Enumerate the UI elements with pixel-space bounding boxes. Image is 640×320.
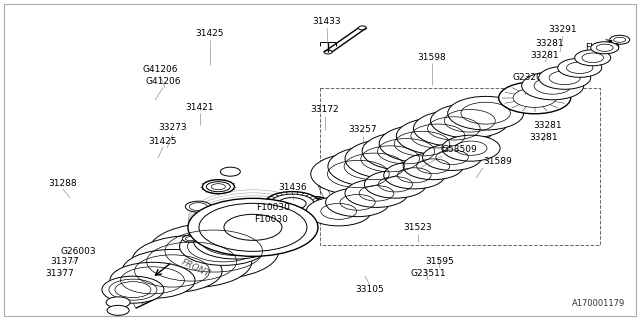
- Text: G41206: G41206: [142, 66, 178, 75]
- Text: 31425: 31425: [196, 29, 224, 38]
- Text: G41206: G41206: [145, 77, 180, 86]
- Text: 31595: 31595: [426, 258, 454, 267]
- Ellipse shape: [422, 144, 482, 171]
- Ellipse shape: [557, 58, 602, 77]
- Ellipse shape: [122, 250, 222, 292]
- Text: 33281: 33281: [531, 52, 559, 60]
- Ellipse shape: [204, 224, 223, 233]
- Ellipse shape: [362, 132, 450, 171]
- Text: 31288: 31288: [49, 179, 77, 188]
- Ellipse shape: [220, 167, 241, 176]
- Ellipse shape: [575, 50, 611, 66]
- Text: 31377: 31377: [51, 258, 79, 267]
- Text: 33281: 33281: [536, 39, 564, 49]
- Ellipse shape: [345, 179, 408, 207]
- Text: 33172: 33172: [310, 106, 339, 115]
- Ellipse shape: [132, 236, 252, 288]
- Ellipse shape: [311, 153, 406, 195]
- Ellipse shape: [180, 228, 268, 265]
- Ellipse shape: [396, 118, 479, 154]
- Text: G23511: G23511: [410, 269, 446, 278]
- Text: 33257: 33257: [349, 125, 378, 134]
- Text: FRONT: FRONT: [180, 257, 212, 279]
- Ellipse shape: [202, 180, 234, 194]
- Text: 31436: 31436: [278, 183, 307, 193]
- Text: 31523: 31523: [404, 223, 432, 233]
- Ellipse shape: [442, 135, 500, 161]
- Ellipse shape: [272, 207, 308, 223]
- Ellipse shape: [413, 110, 494, 146]
- Ellipse shape: [102, 276, 164, 303]
- Text: 33273: 33273: [159, 124, 188, 132]
- Ellipse shape: [148, 223, 279, 279]
- Ellipse shape: [326, 188, 390, 217]
- Ellipse shape: [332, 177, 370, 194]
- Text: F10030: F10030: [254, 215, 288, 225]
- Text: 31598: 31598: [418, 53, 446, 62]
- Text: F10030: F10030: [256, 204, 290, 212]
- Ellipse shape: [110, 262, 195, 298]
- Text: 31421: 31421: [186, 103, 214, 113]
- Ellipse shape: [300, 196, 329, 210]
- Ellipse shape: [380, 125, 465, 163]
- Text: G23203: G23203: [512, 73, 548, 82]
- Ellipse shape: [106, 297, 130, 308]
- Ellipse shape: [403, 153, 463, 180]
- Ellipse shape: [186, 201, 211, 212]
- Ellipse shape: [345, 139, 435, 179]
- Ellipse shape: [384, 162, 445, 189]
- Text: G53509: G53509: [442, 146, 477, 155]
- Text: 31433: 31433: [313, 18, 341, 27]
- Ellipse shape: [591, 42, 619, 54]
- Ellipse shape: [490, 109, 511, 119]
- Ellipse shape: [364, 171, 426, 198]
- Text: 33281: 33281: [534, 122, 563, 131]
- Ellipse shape: [182, 235, 198, 242]
- Text: 33105: 33105: [356, 285, 385, 294]
- Ellipse shape: [193, 222, 278, 259]
- Ellipse shape: [499, 82, 571, 114]
- Text: G26003: G26003: [60, 246, 96, 255]
- Text: 31377: 31377: [45, 268, 74, 277]
- Text: 31589: 31589: [483, 157, 512, 166]
- Ellipse shape: [448, 96, 524, 130]
- Ellipse shape: [431, 103, 509, 138]
- Ellipse shape: [328, 146, 420, 187]
- Text: A170001179: A170001179: [572, 299, 625, 308]
- Ellipse shape: [522, 72, 584, 100]
- Ellipse shape: [610, 35, 630, 44]
- Ellipse shape: [188, 198, 318, 256]
- Ellipse shape: [265, 192, 319, 216]
- Ellipse shape: [306, 197, 371, 226]
- Ellipse shape: [107, 305, 129, 315]
- Text: 33281: 33281: [530, 133, 558, 142]
- Ellipse shape: [539, 66, 591, 89]
- Text: 33291: 33291: [548, 26, 577, 35]
- Text: 31425: 31425: [148, 137, 177, 146]
- Text: FIG.170: FIG.170: [585, 44, 620, 52]
